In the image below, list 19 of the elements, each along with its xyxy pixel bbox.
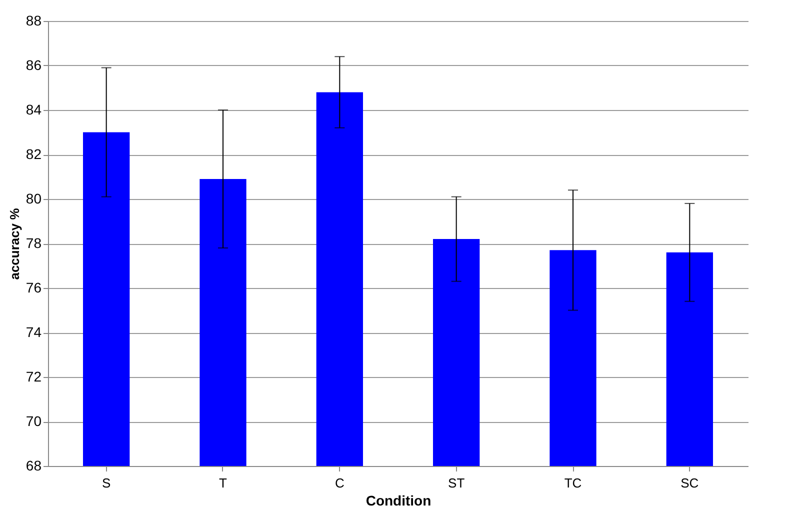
y-tick-label: 86 — [26, 57, 42, 73]
y-tick-label: 88 — [26, 12, 42, 28]
x-tick-label: S — [102, 476, 111, 490]
y-tick-label: 72 — [26, 368, 42, 384]
y-tick-label: 82 — [26, 146, 42, 162]
y-tick-label: 70 — [26, 413, 42, 429]
x-tick-label: TC — [564, 476, 582, 490]
x-tick-label: C — [334, 476, 344, 490]
x-axis-title: Condition — [366, 492, 432, 508]
y-tick-label: 76 — [26, 280, 42, 296]
y-tick-label: 80 — [26, 190, 42, 206]
y-tick-label: 84 — [26, 102, 42, 118]
x-tick-label: SC — [680, 476, 699, 490]
x-tick-label: ST — [448, 476, 465, 490]
x-tick-label: T — [219, 476, 228, 490]
y-tick-label: 78 — [26, 235, 42, 251]
y-axis-title: accuracy % — [6, 208, 22, 280]
y-tick-label: 74 — [26, 324, 42, 340]
y-tick-label: 68 — [26, 458, 42, 474]
